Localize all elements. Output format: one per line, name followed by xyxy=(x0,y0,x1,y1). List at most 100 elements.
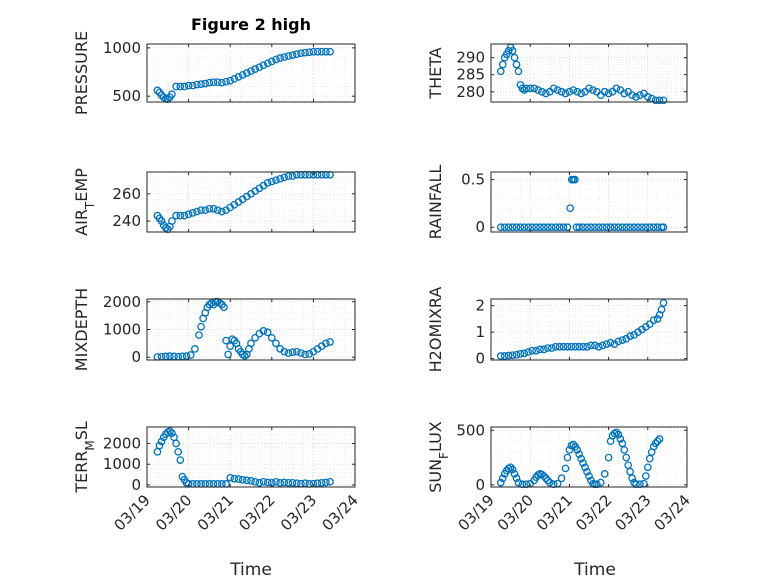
y-tick-label: 0 xyxy=(131,348,141,366)
data-point xyxy=(514,478,523,487)
data-point xyxy=(536,345,544,354)
data-point xyxy=(496,478,505,487)
data-point xyxy=(585,84,593,93)
y-tick-label: 1 xyxy=(475,323,485,341)
data-point xyxy=(638,223,646,232)
data-point xyxy=(226,342,235,350)
data-point xyxy=(645,454,654,463)
data-point xyxy=(213,206,222,215)
series-points xyxy=(153,47,334,103)
data-point xyxy=(516,350,525,358)
data-point xyxy=(632,93,640,101)
data-point xyxy=(166,427,174,435)
data-point xyxy=(224,350,232,359)
data-point xyxy=(157,437,166,446)
data-point xyxy=(610,223,619,232)
data-point xyxy=(612,428,621,437)
data-point xyxy=(559,342,568,351)
figure-title: Figure 2 high xyxy=(191,15,311,34)
data-point xyxy=(651,96,660,105)
data-point xyxy=(498,60,507,69)
data-point xyxy=(551,223,560,232)
data-point xyxy=(201,206,210,215)
data-point xyxy=(276,479,284,487)
data-point xyxy=(280,53,289,61)
data-point xyxy=(641,223,650,232)
data-point xyxy=(628,474,636,483)
data-point xyxy=(496,67,505,76)
data-point xyxy=(512,350,521,359)
data-point xyxy=(634,223,642,232)
data-point xyxy=(602,340,611,348)
data-point xyxy=(292,347,301,356)
grid-lines xyxy=(490,172,688,232)
data-point xyxy=(614,223,623,232)
y-axis-label: H2OMIXRA xyxy=(426,287,445,373)
x-tick-label: 03/21 xyxy=(533,491,576,534)
data-point xyxy=(524,223,533,232)
data-point xyxy=(508,46,517,55)
data-point xyxy=(326,47,334,56)
data-point xyxy=(559,223,568,232)
data-point xyxy=(209,204,218,213)
data-point xyxy=(174,447,183,456)
data-point xyxy=(659,96,668,105)
data-point xyxy=(180,82,189,91)
data-point xyxy=(563,342,572,351)
data-point xyxy=(571,175,579,184)
data-point xyxy=(288,51,297,59)
y-tick-label: 0 xyxy=(131,476,141,494)
data-point xyxy=(591,223,599,232)
data-point xyxy=(618,336,627,344)
data-point xyxy=(604,89,613,98)
x-tick-label: 03/20 xyxy=(152,491,195,534)
y-axis-label: MIXDEPTH xyxy=(72,288,91,371)
y-tick-label: 0.5 xyxy=(461,171,485,189)
data-point xyxy=(624,461,633,470)
data-point xyxy=(575,450,584,459)
data-point xyxy=(540,345,548,354)
data-point xyxy=(520,349,529,358)
data-point xyxy=(520,223,529,232)
data-point xyxy=(297,49,305,58)
data-point xyxy=(510,53,519,62)
data-point xyxy=(598,223,607,232)
data-point xyxy=(193,80,201,89)
x-axis-label-right: Time xyxy=(573,560,616,580)
data-point xyxy=(591,341,599,350)
data-point xyxy=(600,87,609,96)
data-point xyxy=(561,89,570,98)
axes-frame xyxy=(146,171,356,233)
data-point xyxy=(589,86,597,94)
data-point xyxy=(518,84,527,93)
data-point xyxy=(280,478,289,487)
data-point xyxy=(522,84,531,93)
data-point xyxy=(247,476,255,485)
data-point xyxy=(557,87,566,96)
y-axis-label: AIRTEMP xyxy=(72,168,97,236)
data-point xyxy=(565,446,574,454)
subplot-mixdepth: 0 1000 2000 MIXDEPTH xyxy=(72,288,356,371)
data-point xyxy=(508,465,517,474)
data-point xyxy=(540,472,548,480)
data-point xyxy=(186,351,195,359)
data-point xyxy=(172,82,180,91)
data-point xyxy=(571,342,580,351)
data-point xyxy=(288,348,297,357)
data-point xyxy=(606,338,615,347)
data-point xyxy=(504,351,513,360)
data-point xyxy=(540,223,548,232)
data-point xyxy=(292,50,301,59)
series-points xyxy=(496,428,664,489)
data-point xyxy=(155,441,164,450)
data-point xyxy=(168,217,176,225)
data-point xyxy=(565,87,574,96)
y-tick-label: 1000 xyxy=(103,321,141,339)
data-point xyxy=(516,223,525,232)
data-point xyxy=(575,342,584,351)
data-point xyxy=(543,344,552,352)
axes-frame xyxy=(490,298,688,361)
data-point xyxy=(504,223,513,232)
data-point xyxy=(195,331,203,339)
data-point xyxy=(280,347,289,356)
